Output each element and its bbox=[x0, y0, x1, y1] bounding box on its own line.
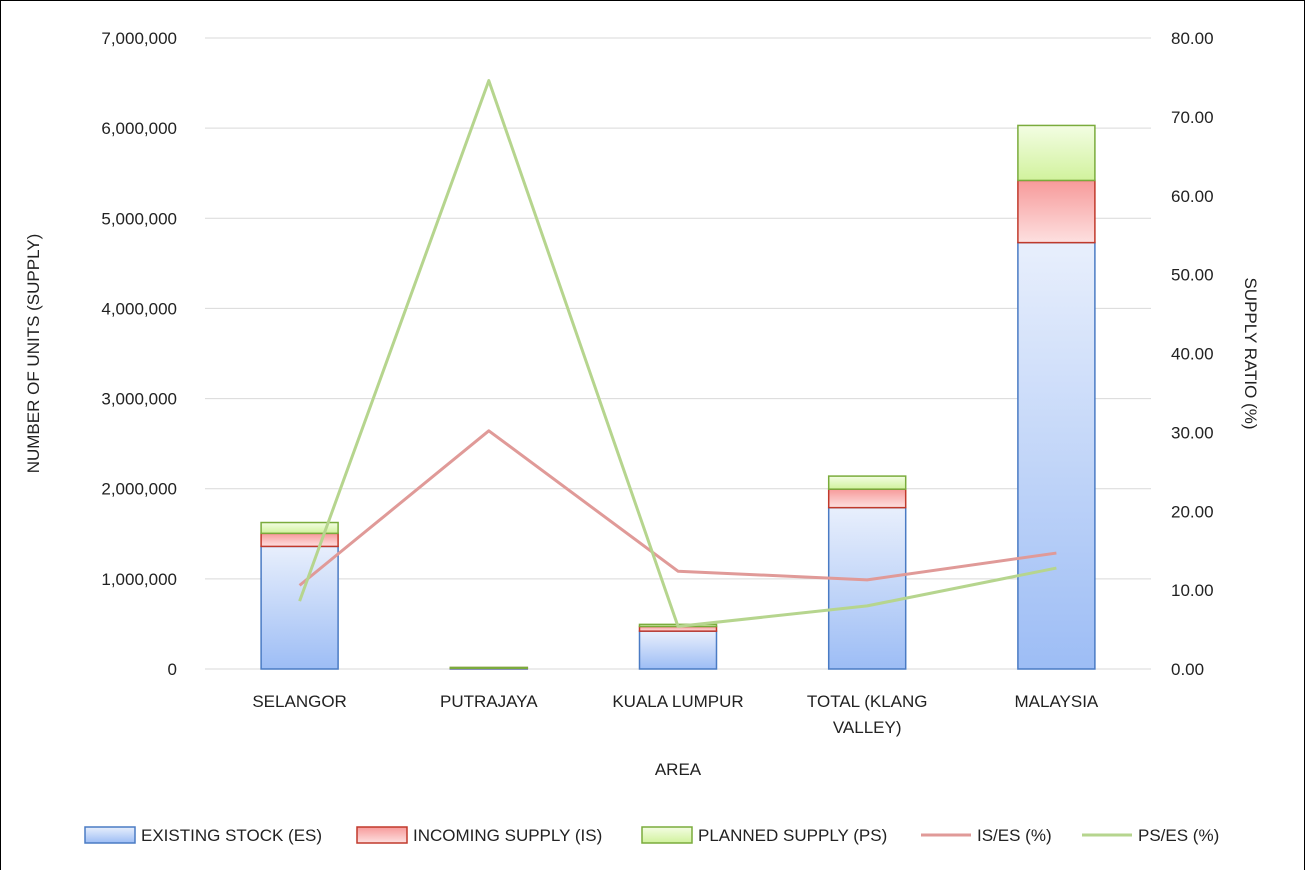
bar-incoming-supply bbox=[1017, 179, 1096, 244]
y-tick-label: 3,000,000 bbox=[101, 390, 177, 409]
y2-tick-label: 80.00 bbox=[1171, 29, 1214, 48]
legend: EXISTING STOCK (ES) INCOMING SUPPLY (IS) P… bbox=[84, 826, 1219, 845]
y2-tick-label: 70.00 bbox=[1171, 108, 1214, 127]
x-tick-label: MALAYSIA bbox=[1015, 692, 1099, 711]
x-tick-label: VALLEY) bbox=[833, 718, 902, 737]
y-tick-label: 0 bbox=[168, 660, 177, 679]
y-tick-label: 6,000,000 bbox=[101, 119, 177, 138]
legend-incoming-supply-label: INCOMING SUPPLY (IS) bbox=[413, 826, 602, 845]
bar-existing-stock bbox=[827, 506, 907, 670]
legend-existing-stock-swatch bbox=[84, 826, 136, 844]
y-tick-label: 2,000,000 bbox=[101, 480, 177, 499]
bar-planned-supply bbox=[827, 475, 907, 490]
bars bbox=[260, 124, 1096, 670]
bar-planned-supply bbox=[449, 666, 529, 669]
y2-tick-label: 20.00 bbox=[1171, 502, 1214, 521]
x-tick-label: TOTAL (KLANG bbox=[807, 692, 928, 711]
x-axis-title: AREA bbox=[655, 760, 702, 779]
y-tick-label: 7,000,000 bbox=[101, 29, 177, 48]
legend-planned-supply-label: PLANNED SUPPLY (PS) bbox=[698, 826, 887, 845]
y2-tick-label: 50.00 bbox=[1171, 266, 1214, 285]
legend-ps-es-label: PS/ES (%) bbox=[1138, 826, 1219, 845]
y-tick-label: 1,000,000 bbox=[101, 570, 177, 589]
bar-existing-stock bbox=[1017, 241, 1096, 670]
legend-planned-supply-swatch bbox=[641, 826, 693, 844]
line-ps-es bbox=[298, 79, 1057, 628]
bar-existing-stock bbox=[638, 630, 718, 670]
x-tick-label: PUTRAJAYA bbox=[440, 692, 538, 711]
line-is-es bbox=[298, 429, 1057, 587]
bar-planned-supply bbox=[260, 521, 339, 535]
y-axis-title: NUMBER OF UNITS (SUPPLY) bbox=[24, 234, 43, 474]
bar-planned-supply bbox=[1017, 124, 1096, 182]
bar-incoming-supply bbox=[827, 488, 907, 509]
legend-existing-stock-label: EXISTING STOCK (ES) bbox=[141, 826, 322, 845]
y2-tick-label: 10.00 bbox=[1171, 581, 1214, 600]
gridlines bbox=[205, 37, 1151, 670]
legend-incoming-supply-swatch bbox=[356, 826, 408, 844]
x-tick-label: KUALA LUMPUR bbox=[612, 692, 743, 711]
bar-incoming-supply bbox=[260, 532, 339, 548]
y-tick-label: 4,000,000 bbox=[101, 299, 177, 318]
x-tick-label: SELANGOR bbox=[252, 692, 346, 711]
x-axis-ticks: SELANGOR PUTRAJAYA KUALA LUMPUR TOTAL (KLAN… bbox=[252, 692, 1099, 737]
y-tick-label: 5,000,000 bbox=[101, 209, 177, 228]
legend-is-es-label: IS/ES (%) bbox=[977, 826, 1052, 845]
ratio-lines bbox=[298, 79, 1057, 628]
y2-tick-label: 30.00 bbox=[1171, 423, 1214, 442]
y2-tick-label: 60.00 bbox=[1171, 187, 1214, 206]
y2-axis-title: SUPPLY RATIO (%) bbox=[1241, 277, 1260, 429]
y-axis-ticks: 0 1,000,000 2,000,000 3,000,000 4,000,000 5,0… bbox=[101, 29, 177, 679]
y2-axis-ticks: 0.00 10.00 20.00 30.00 40.00 50.00 60.00 70.00 8… bbox=[1171, 29, 1214, 679]
bar-existing-stock bbox=[260, 545, 339, 670]
y2-tick-label: 0.00 bbox=[1171, 660, 1204, 679]
y2-tick-label: 40.00 bbox=[1171, 345, 1214, 364]
